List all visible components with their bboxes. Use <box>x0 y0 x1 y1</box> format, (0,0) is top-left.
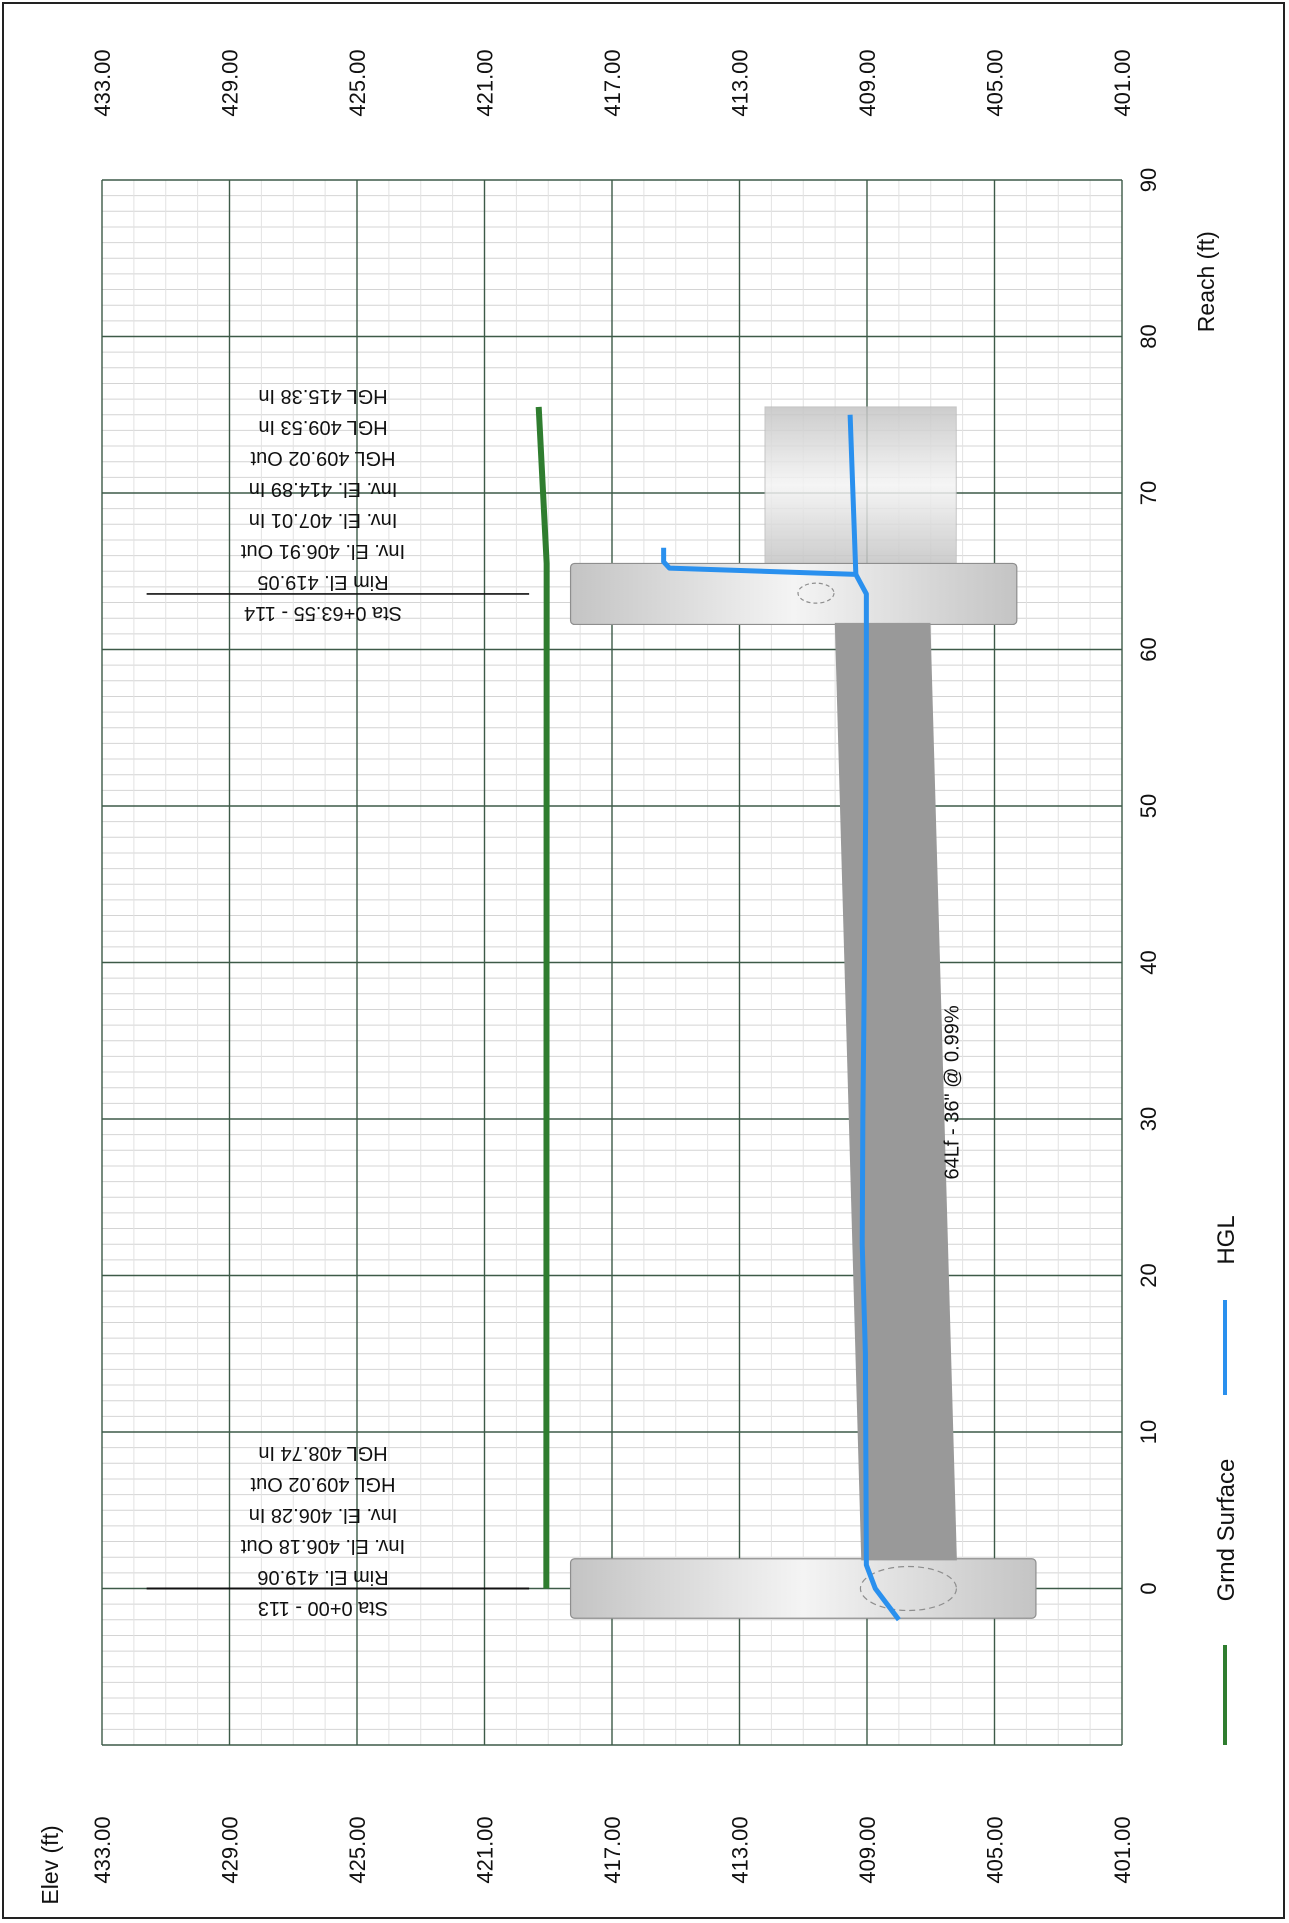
series-line-hgl-outlet-branch <box>847 414 859 575</box>
structure-114 <box>569 562 1018 626</box>
structure-114-label: Inv. El. 407.01 In <box>249 509 398 531</box>
structure-113-label: Inv. El. 406.18 Out <box>240 1535 405 1557</box>
y-tick-label-bottom: 417.00 <box>600 1816 625 1883</box>
series-line-hgl <box>661 547 901 1622</box>
structure-113-label: Rim El. 419.06 <box>257 1566 388 1588</box>
y-tick-label-bottom: 433.00 <box>90 1816 115 1883</box>
structure-113 <box>569 1558 1037 1619</box>
x-axis-title: Reach (ft) <box>1193 231 1219 332</box>
series-line-grnd-surface <box>535 406 550 1589</box>
y-tick-label-top: 433.00 <box>90 49 115 116</box>
x-tick-label: 20 <box>1136 1263 1161 1287</box>
y-tick-label-top: 421.00 <box>473 49 498 116</box>
y-tick-label-top: 405.00 <box>983 49 1008 116</box>
structure-114-label: HGL 409.53 In <box>258 416 387 438</box>
y-tick-label-bottom: 409.00 <box>855 1816 880 1883</box>
y-tick-label-top: 417.00 <box>600 49 625 116</box>
structure-113-label: Inv. El. 406.28 In <box>249 1504 398 1526</box>
structure-113-label: HGL 409.02 Out <box>250 1473 395 1495</box>
y-tick-label-bottom: 413.00 <box>728 1816 753 1883</box>
pipe-layer <box>834 622 957 1561</box>
structure-113-opening <box>859 1565 958 1612</box>
structure-114-label: Sta 0+63.55 - 114 <box>244 602 402 624</box>
x-tick-label: 50 <box>1136 794 1161 818</box>
structure-114-opening <box>797 582 835 604</box>
pipe-label: 64Lf - 36" @ 0.99% <box>941 1005 963 1179</box>
legend: Grnd Surface HGL <box>1213 1215 1240 1745</box>
legend-label-grnd-surface: Grnd Surface <box>1213 1459 1240 1602</box>
legend-label-hgl: HGL <box>1213 1215 1240 1264</box>
structure-113-label: Sta 0+00 - 113 <box>258 1597 388 1619</box>
x-tick-label: 80 <box>1136 324 1161 348</box>
y-tick-label-top: 425.00 <box>345 49 370 116</box>
x-tick-label: 60 <box>1136 637 1161 661</box>
x-tick-label: 30 <box>1136 1107 1161 1131</box>
x-tick-label: 40 <box>1136 950 1161 974</box>
x-tick-label: 70 <box>1136 481 1161 505</box>
y-tick-label-bottom: 425.00 <box>345 1816 370 1883</box>
y-tick-label-top: 413.00 <box>728 49 753 116</box>
x-tick-label: 0 <box>1136 1582 1161 1594</box>
structure-114-label: Inv. El. 414.89 In <box>249 478 398 500</box>
pipe-body <box>834 622 957 1561</box>
x-tick-label: 10 <box>1136 1420 1161 1444</box>
y-tick-label-top: 401.00 <box>1110 49 1135 116</box>
axes-layer: 433.00 433.00 429.00 429.00 425.00 425.00 421.… <box>37 49 1219 1904</box>
y-tick-label-top: 429.00 <box>218 49 243 116</box>
series-layer <box>535 406 901 1622</box>
y-tick-label-bottom: 401.00 <box>1110 1816 1135 1883</box>
structure-114-label: Inv. El. 406.91 Out <box>240 540 405 562</box>
y-axis-title: Elev (ft) <box>37 1825 63 1904</box>
x-tick-label: 90 <box>1136 168 1161 192</box>
y-tick-label-bottom: 405.00 <box>983 1816 1008 1883</box>
structure-113-label: HGL 408.74 In <box>258 1442 387 1464</box>
structure-114-label: HGL 415.38 In <box>258 385 387 407</box>
y-tick-label-bottom: 421.00 <box>473 1816 498 1883</box>
annotation-layer: Sta 0+00 - 113 Rim El. 419.06 Inv. El. 406… <box>146 385 963 1619</box>
y-tick-label-bottom: 429.00 <box>218 1816 243 1883</box>
structure-114-label: HGL 409.02 Out <box>250 447 395 469</box>
structures <box>569 406 1037 1619</box>
outlet-pipe-stub <box>764 406 957 564</box>
structure-114-label: Rim El. 419.05 <box>257 571 388 593</box>
y-tick-label-top: 409.00 <box>855 49 880 116</box>
